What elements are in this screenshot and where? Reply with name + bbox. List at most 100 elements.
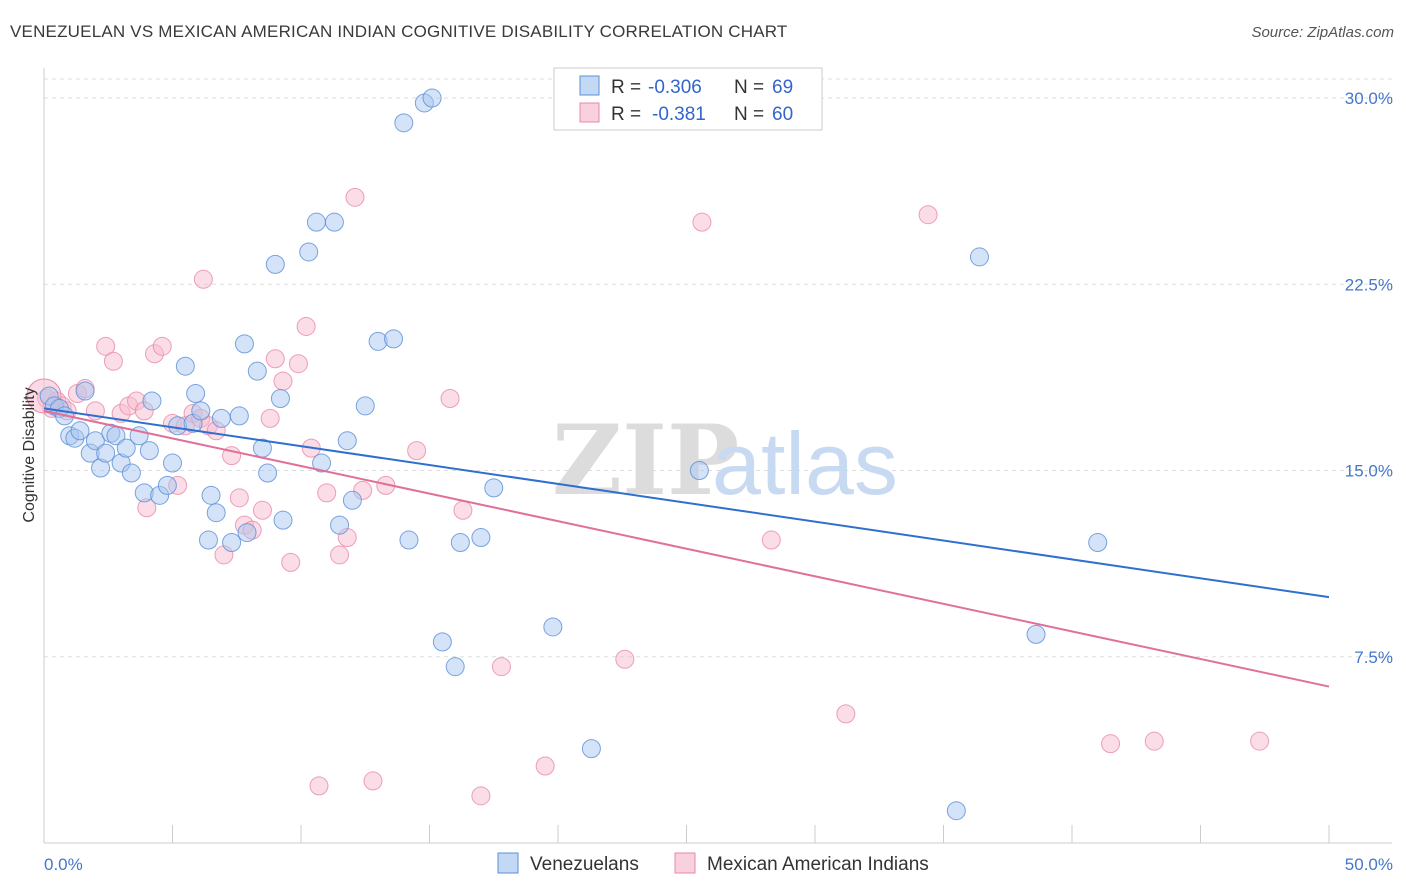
- source-label: Source: ZipAtlas.com: [1251, 24, 1394, 41]
- legend-swatch-blue: [579, 75, 600, 96]
- venezuelans-point-28: [191, 401, 211, 421]
- trend-lines: [43, 407, 1330, 688]
- legend-n-value-blue: 69: [772, 77, 793, 98]
- venezuelans-point-47: [342, 490, 362, 510]
- mexican-american-indians-point-9: [103, 351, 123, 371]
- watermark-zip: ZIP: [552, 404, 739, 517]
- venezuelans-point-33: [222, 533, 242, 553]
- venezuelans-point-27: [186, 384, 206, 404]
- grid-lines: [44, 78, 1392, 658]
- y-axis-title: Cognitive Disability: [21, 387, 38, 522]
- legend-label-mexican-american-indians: Mexican American Indians: [707, 854, 929, 875]
- venezuelans-point-41: [270, 388, 290, 408]
- mexican-american-indians-point-40: [330, 545, 350, 565]
- mexican-american-indians-point-30: [252, 500, 272, 520]
- mexican-american-indians-point-57: [1101, 734, 1121, 754]
- mexican-american-indians-point-23: [193, 269, 213, 289]
- venezuelans-point-67: [1026, 624, 1046, 644]
- mexican-american-indians-point-56: [918, 205, 938, 225]
- mexican-american-indians-point-55: [836, 704, 856, 724]
- venezuelans-point-64: [689, 461, 709, 480]
- legend-r-value-blue: -0.306: [648, 77, 702, 98]
- mexican-american-indians-point-47: [440, 388, 460, 408]
- x-tick-label-min: 0.0%: [44, 855, 83, 874]
- mexican-american-indians-trend-line: [43, 409, 1330, 688]
- venezuelans-point-36: [234, 334, 254, 354]
- mexican-american-indians-point-58: [1144, 731, 1164, 751]
- y-tick-label-3: 30.0%: [1345, 89, 1393, 108]
- mexican-american-indians-point-27: [229, 488, 249, 508]
- mexican-american-indians-point-52: [615, 649, 635, 669]
- venezuelans-point-61: [484, 478, 504, 498]
- mexican-american-indians-point-34: [281, 552, 301, 572]
- venezuelans-point-25: [175, 356, 195, 376]
- venezuelans-point-57: [432, 632, 452, 652]
- venezuelans-point-48: [330, 515, 350, 535]
- legend-n-label-pink: N =: [734, 104, 764, 125]
- venezuelans-point-62: [543, 617, 563, 637]
- mexican-american-indians-point-42: [345, 187, 365, 207]
- venezuelans-point-44: [312, 453, 332, 473]
- chart-title: VENEZUELAN VS MEXICAN AMERICAN INDIAN CO…: [10, 22, 788, 41]
- venezuelans-point-66: [969, 247, 989, 267]
- mexican-american-indians-point-8: [96, 336, 116, 356]
- venezuelans-point-39: [258, 463, 278, 483]
- venezuelans-point-55: [399, 530, 419, 550]
- mexican-american-indians-point-33: [273, 371, 293, 391]
- venezuelans-point-60: [471, 528, 491, 548]
- venezuelans-point-42: [273, 510, 293, 530]
- venezuelans-point-32: [211, 408, 231, 428]
- mexican-american-indians-point-54: [761, 530, 781, 550]
- series-venezuelans-points: [39, 88, 1108, 821]
- venezuelans-point-15: [116, 438, 136, 458]
- watermark-atlas: atlas: [712, 414, 898, 513]
- mexican-american-indians-point-50: [491, 657, 511, 677]
- mexican-american-indians-point-35: [288, 354, 308, 374]
- legend-r-label-pink: R =: [611, 104, 641, 125]
- venezuelans-point-29: [198, 530, 218, 550]
- legend-n-value-pink: 60: [772, 104, 793, 125]
- mexican-american-indians-point-44: [363, 771, 383, 791]
- venezuelans-point-52: [384, 329, 404, 349]
- mexican-american-indians-point-36: [296, 316, 316, 336]
- series-legend: Venezuelans Mexican American Indians: [497, 852, 929, 875]
- venezuelans-trend-line: [43, 407, 1330, 599]
- venezuelans-point-30: [201, 485, 221, 505]
- venezuelans-point-35: [237, 523, 257, 543]
- mexican-american-indians-point-39: [317, 483, 337, 503]
- legend-r-value-pink: -0.381: [652, 104, 706, 125]
- venezuelans-point-46: [324, 212, 344, 232]
- x-tick-label-max: 50.0%: [1345, 855, 1393, 874]
- y-tick-label-0: 7.5%: [1354, 648, 1393, 667]
- mexican-american-indians-point-46: [407, 441, 427, 461]
- mexican-american-indians-point-59: [1250, 731, 1270, 751]
- mexican-american-indians-point-31: [260, 408, 280, 428]
- legend-r-label-blue: R =: [611, 77, 641, 98]
- venezuelans-point-11: [96, 443, 116, 463]
- venezuelans-point-63: [581, 739, 601, 759]
- legend-swatch-venezuelans: [497, 852, 519, 874]
- correlation-legend: R = -0.306 N = 69 R = -0.381 N = 60: [553, 67, 823, 131]
- venezuelans-point-65: [946, 801, 966, 821]
- venezuelans-point-37: [247, 361, 267, 381]
- legend-label-venezuelans: Venezuelans: [530, 854, 639, 875]
- venezuelans-point-23: [163, 453, 182, 473]
- axes: [43, 68, 1392, 844]
- venezuelans-point-9: [85, 431, 105, 451]
- venezuelans-point-50: [355, 396, 375, 416]
- venezuelans-point-34: [229, 406, 249, 426]
- venezuelans-point-22: [157, 475, 177, 495]
- mexican-american-indians-point-16: [152, 336, 172, 356]
- venezuelans-point-19: [139, 441, 159, 461]
- venezuelans-point-56: [422, 88, 442, 108]
- mexican-american-indians-point-49: [471, 786, 491, 806]
- venezuelans-point-53: [394, 113, 414, 133]
- mexican-american-indians-point-51: [535, 756, 555, 776]
- venezuelans-point-58: [450, 533, 470, 553]
- mexican-american-indians-point-53: [692, 212, 712, 232]
- venezuelans-point-49: [337, 431, 357, 451]
- venezuelans-point-16: [121, 463, 141, 483]
- mexican-american-indians-point-48: [453, 500, 473, 520]
- y-tick-labels: 7.5% 15.0% 22.5% 30.0%: [1345, 89, 1393, 667]
